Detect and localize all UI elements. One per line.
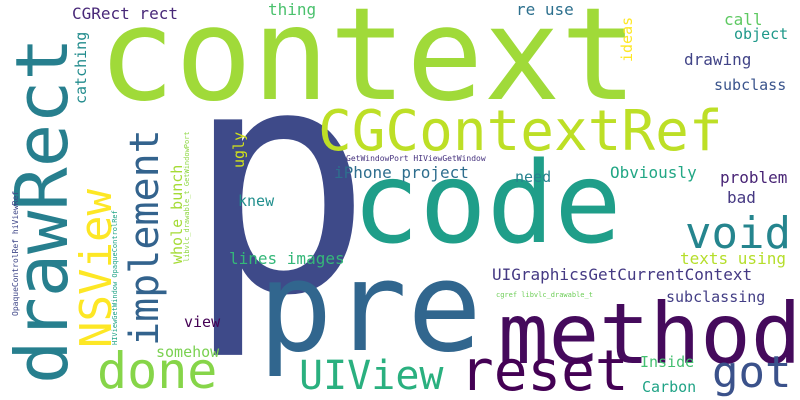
word-lines-images: lines images	[229, 249, 345, 268]
word-GetWindowPort-HIViewGetWindow: GetWindowPort HIViewGetWindow	[346, 154, 486, 163]
word-Inside: Inside	[640, 353, 695, 371]
word-reset: reset	[460, 339, 629, 400]
word-bad: bad	[727, 188, 756, 207]
word-void: void	[685, 208, 791, 259]
word-need: need	[515, 168, 552, 186]
word-p: p	[185, 0, 373, 364]
word-texts-using: texts using	[680, 249, 786, 268]
word-object: object	[734, 25, 789, 43]
word-OpaqueControlRef-hiViewRef: OpaqueControlRef hiViewRef	[11, 190, 20, 316]
word-thing: thing	[268, 0, 317, 19]
word-ugly: ugly	[230, 131, 248, 168]
word-CGRect-rect: CGRect rect	[72, 4, 178, 23]
word-UIView: UIView	[299, 353, 444, 399]
word-re-use: re use	[516, 0, 574, 19]
word-implement: implement	[122, 129, 168, 346]
word-knew: knew	[238, 192, 275, 210]
word-subclass: subclass	[714, 76, 787, 94]
word-got: got	[712, 347, 792, 398]
word-cgref-libvlc-drawable-t: cgref libvlc_drawable_t	[496, 291, 593, 299]
word-drawing: drawing	[684, 50, 752, 69]
word-HIViewGetWindow-OpaqueControlRef: HIViewGetWindow OpaqueControlRef	[111, 210, 119, 345]
word-problem: problem	[720, 168, 788, 187]
word-pre: pre	[258, 236, 482, 380]
word-somehow: somehow	[156, 343, 220, 361]
word-subclassing: subclassing	[666, 288, 766, 306]
word-call: call	[724, 10, 763, 29]
word-iPhone-project: iPhone project	[334, 163, 469, 182]
word-code: code	[352, 139, 622, 269]
word-catching: catching	[72, 31, 90, 104]
word-libvlc-drawable-t-GetWindowPort: libvlc_drawable_t GetWindowPort	[183, 131, 191, 262]
word-ideas: ideas	[618, 16, 636, 62]
word-Carbon: Carbon	[642, 378, 697, 396]
word-Obviously: Obviously	[610, 163, 697, 182]
word-method: method	[498, 285, 800, 383]
word-view: view	[184, 313, 221, 331]
word-UIGraphicsGetCurrentContext: UIGraphicsGetCurrentContext	[492, 265, 753, 284]
word-CGContextRef: CGContextRef	[318, 99, 723, 164]
word-done: done	[97, 342, 218, 400]
word-context: context	[98, 0, 638, 130]
